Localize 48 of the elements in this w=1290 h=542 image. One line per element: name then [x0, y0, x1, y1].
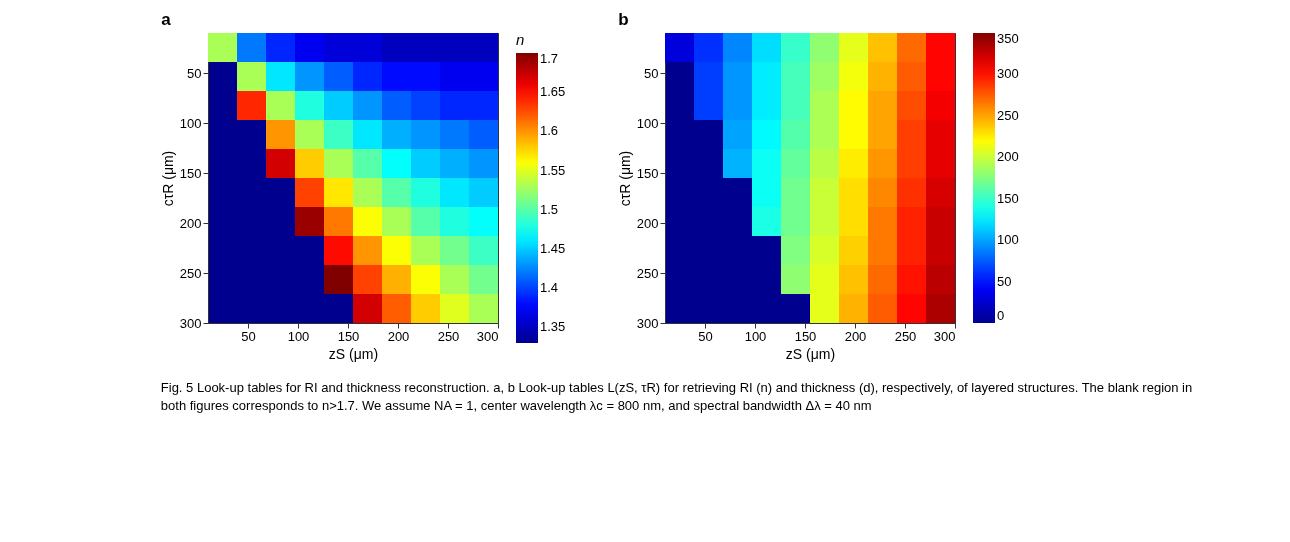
- color-bar-label: 350: [997, 31, 1019, 46]
- y-axis-title: cτR (μm): [159, 150, 176, 207]
- x-tick-label: 150: [337, 328, 360, 344]
- color-bar-label: 250: [997, 107, 1019, 123]
- y-tick-label: 300: [179, 315, 202, 331]
- x-tick-label: 50: [698, 328, 713, 344]
- chart-title: a: [161, 10, 172, 29]
- x-tick-label: 150: [794, 328, 817, 344]
- y-tick-label: 300: [636, 315, 659, 331]
- color-bar-label: 300: [997, 66, 1019, 82]
- color-bar-label: 1.7: [540, 51, 559, 66]
- color-bar-label: 1.35: [540, 319, 566, 335]
- y-tick-label: 100: [179, 115, 202, 131]
- y-tick-label: 200: [636, 215, 659, 231]
- y-tick-label: 100: [636, 115, 659, 131]
- y-tick-label: 50: [187, 65, 202, 81]
- x-tick-label: 250: [437, 328, 460, 344]
- color-bar-label: 0: [997, 308, 1005, 323]
- color-bar-label: 200: [997, 149, 1019, 165]
- x-tick-label: 100: [744, 328, 767, 344]
- color-bar-label: 1.5: [540, 201, 559, 217]
- x-tick-label: 50: [241, 328, 256, 344]
- color-bar-label: 1.65: [540, 84, 566, 100]
- color-bar-label: 150: [997, 190, 1019, 206]
- x-axis-title: zS (μm): [328, 345, 379, 362]
- x-tick-label: 300: [933, 328, 956, 344]
- y-tick-label: 50: [644, 65, 659, 81]
- x-tick-label: 200: [844, 328, 867, 344]
- color-bar-label: 50: [997, 273, 1012, 289]
- x-tick-label: 250: [894, 328, 917, 344]
- color-bar-label: 100: [997, 232, 1019, 248]
- color-bar-label: 1.55: [540, 162, 566, 178]
- x-tick-label: 200: [387, 328, 410, 344]
- y-tick-label: 150: [636, 165, 659, 181]
- x-tick-label: 300: [476, 328, 499, 344]
- color-bar-label: 1.6: [540, 123, 559, 139]
- color-bar-title: n: [516, 31, 525, 48]
- x-axis-title: zS (μm): [785, 345, 836, 362]
- y-axis-title: cτR (μm): [616, 150, 633, 207]
- chart-title: b: [618, 10, 629, 29]
- y-tick-label: 200: [179, 215, 202, 231]
- y-tick-label: 250: [636, 265, 659, 281]
- x-tick-label: 100: [287, 328, 310, 344]
- caption: Fig. 5 Look-up tables for RI and thickness reconstruction. a, b Look-up tables L(zS, τR) for retrieving RI (n) and thickness (d), respectively, of layered structures. The blank region in both figures corresponds to n>1.7. We assume NA = 1, center wavelength λc = 800 nm, and spectral bandwidth Δλ = 40 nm: [160, 379, 1193, 413]
- color-bar-label: 1.4: [540, 280, 559, 296]
- y-tick-label: 250: [179, 265, 202, 281]
- color-bar-label: 1.45: [540, 240, 566, 256]
- y-tick-label: 150: [179, 165, 202, 181]
